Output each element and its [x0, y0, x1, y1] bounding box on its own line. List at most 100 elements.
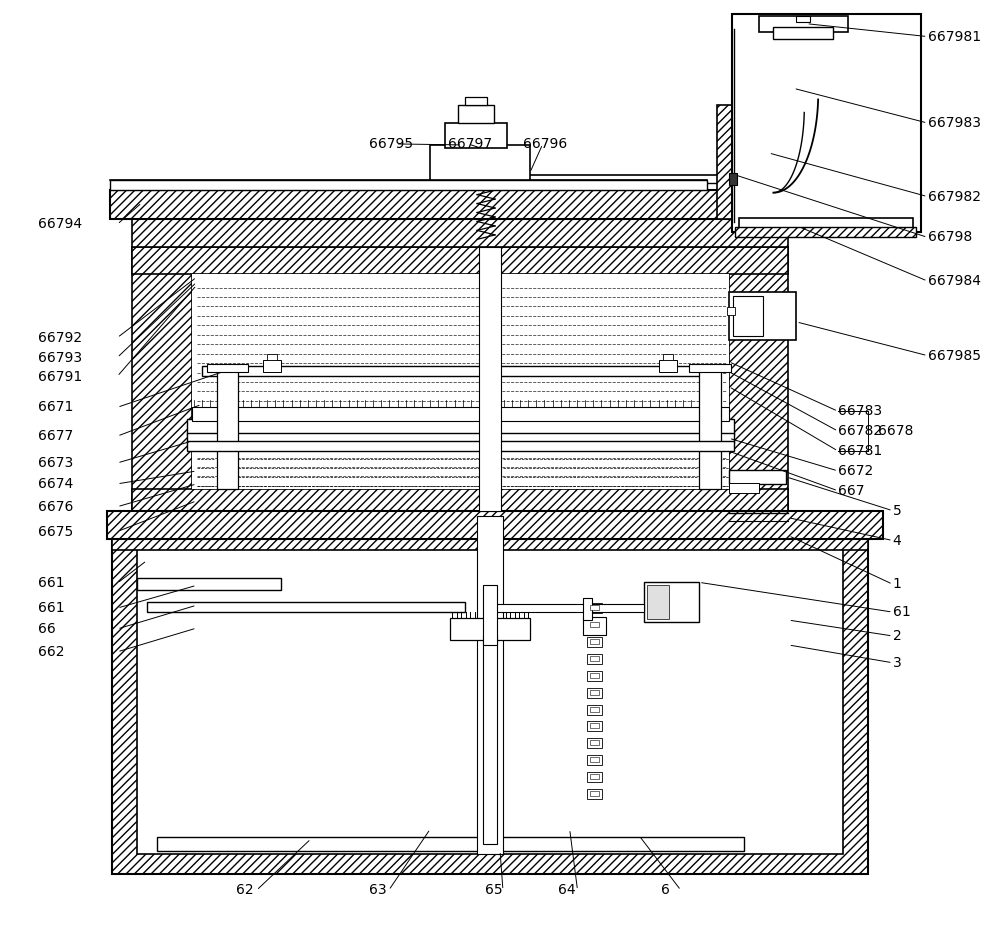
Bar	[112, 531, 868, 550]
Text: 667983: 667983	[928, 116, 981, 130]
Bar	[590, 723, 599, 728]
Bar	[147, 660, 833, 843]
Text: 4: 4	[893, 533, 902, 547]
Text: 66781: 66781	[838, 444, 882, 458]
Bar	[644, 582, 699, 622]
Bar	[132, 220, 788, 248]
Text: 66783: 66783	[838, 404, 882, 418]
Bar	[583, 599, 592, 620]
Text: 66791: 66791	[38, 370, 82, 384]
Text: 63: 63	[369, 884, 386, 897]
Text: 6674: 6674	[38, 477, 73, 491]
Bar	[583, 617, 606, 635]
Bar	[587, 772, 602, 782]
Text: 66793: 66793	[38, 351, 82, 365]
Bar	[689, 364, 731, 371]
Bar	[132, 489, 788, 511]
Text: 62: 62	[236, 884, 254, 897]
Bar	[590, 673, 599, 678]
Text: 661: 661	[38, 576, 64, 590]
Bar	[590, 639, 599, 644]
Bar	[137, 546, 843, 854]
Bar	[587, 789, 602, 799]
Bar	[699, 370, 721, 489]
Bar	[110, 190, 806, 220]
Bar	[107, 511, 883, 538]
Bar	[192, 408, 729, 421]
Bar	[587, 637, 602, 647]
Text: 5: 5	[893, 504, 902, 518]
Bar	[207, 364, 248, 371]
Text: 667985: 667985	[928, 348, 981, 363]
Bar	[483, 586, 497, 645]
Bar	[147, 602, 465, 612]
Bar	[157, 837, 744, 851]
Bar	[590, 775, 599, 779]
Text: 6676: 6676	[38, 500, 73, 514]
Text: 661: 661	[38, 601, 64, 615]
Bar	[587, 603, 602, 614]
Text: 65: 65	[485, 884, 503, 897]
Bar	[450, 618, 530, 640]
Bar	[590, 757, 599, 762]
Bar	[729, 248, 788, 511]
Bar	[217, 370, 238, 489]
Bar	[663, 354, 673, 359]
Bar	[587, 755, 602, 765]
Text: 66797: 66797	[448, 137, 492, 151]
Bar	[590, 791, 599, 796]
Text: 66794: 66794	[38, 218, 82, 232]
Text: 1: 1	[893, 577, 902, 591]
Text: 6678: 6678	[878, 425, 913, 439]
Bar	[590, 707, 599, 711]
Bar	[267, 354, 277, 359]
Bar	[717, 105, 735, 220]
Text: 2: 2	[893, 629, 902, 643]
Bar	[187, 433, 734, 443]
Bar	[477, 516, 503, 854]
Text: 667981: 667981	[928, 30, 981, 44]
Text: 66796: 66796	[523, 137, 567, 151]
Bar	[110, 180, 707, 190]
Bar	[590, 740, 599, 746]
Text: 66795: 66795	[369, 137, 413, 151]
Text: 66: 66	[38, 622, 55, 636]
Bar	[590, 605, 599, 610]
Bar	[587, 688, 602, 697]
Text: 6672: 6672	[838, 464, 873, 478]
Bar	[729, 470, 786, 484]
Bar	[739, 219, 913, 233]
Bar	[112, 526, 868, 873]
Bar	[587, 705, 602, 714]
Bar	[587, 654, 602, 664]
Bar	[729, 292, 796, 340]
Bar	[430, 145, 530, 180]
Bar	[263, 359, 281, 371]
Text: 6677: 6677	[38, 429, 73, 443]
Text: 64: 64	[558, 884, 575, 897]
Bar	[458, 105, 494, 123]
Bar	[773, 27, 833, 38]
Bar	[659, 359, 677, 371]
Bar	[132, 248, 788, 274]
Text: 6673: 6673	[38, 456, 73, 470]
Bar	[759, 16, 848, 32]
Bar	[479, 248, 501, 511]
Bar	[587, 620, 602, 630]
Text: 3: 3	[893, 655, 902, 669]
Bar	[490, 604, 644, 612]
Text: 61: 61	[893, 605, 911, 619]
Text: 66792: 66792	[38, 331, 82, 344]
Text: 667: 667	[838, 484, 865, 498]
Bar	[590, 690, 599, 695]
Bar	[187, 441, 734, 452]
Bar	[483, 635, 497, 843]
Text: 66798: 66798	[928, 230, 972, 244]
Bar	[729, 173, 737, 184]
Text: 6: 6	[661, 884, 670, 897]
Bar	[587, 670, 602, 681]
Bar	[187, 419, 734, 435]
Bar	[465, 97, 487, 105]
Bar	[735, 227, 916, 237]
Bar	[137, 578, 281, 590]
